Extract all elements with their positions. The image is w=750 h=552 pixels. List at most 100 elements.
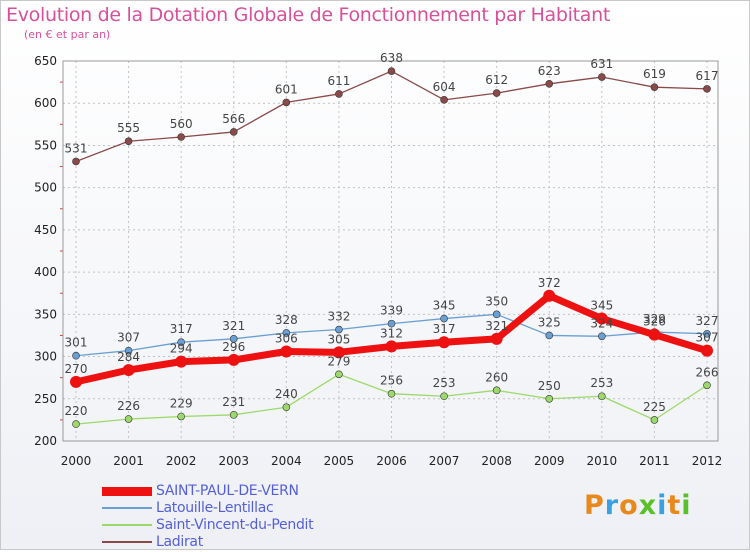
data-point [124,137,133,146]
y-tick-label: 350 [34,307,57,321]
data-point [703,381,711,390]
data-label: 312 [380,326,403,340]
x-tick-label: 2000 [61,454,92,468]
y-tick-label: 400 [34,265,57,279]
x-tick-label: 2004 [271,454,302,468]
data-point [438,336,451,349]
data-point [385,340,398,353]
data-point [595,312,608,325]
data-point [648,328,661,341]
logo-letter: i [657,490,668,521]
y-tick-label: 550 [34,138,57,152]
data-point [545,80,554,88]
data-label: 226 [117,399,140,413]
y-tick-label: 450 [34,223,57,237]
data-point [72,351,80,360]
y-tick-label: 500 [34,181,57,195]
data-label: 321 [222,319,245,333]
data-label: 305 [327,332,350,346]
data-point [282,403,291,412]
data-point [70,375,82,388]
data-point [387,389,396,398]
data-label: 638 [380,51,403,65]
data-label: 350 [485,294,508,308]
data-label: 266 [696,365,719,379]
y-tick-label: 600 [34,96,57,110]
data-label: 329 [643,312,666,326]
data-point [177,412,185,421]
logo-letter: o [619,490,639,521]
data-point [440,392,448,401]
legend-label: Saint-Vincent-du-Pendit [156,517,314,533]
data-label: 317 [170,322,193,336]
data-label: 531 [65,141,88,155]
data-label: 253 [590,376,613,390]
y-tick-label: 300 [34,350,57,364]
data-label: 555 [117,121,140,135]
data-label: 306 [275,331,298,345]
logo-letter: i [681,490,692,521]
data-label: 566 [222,112,245,126]
legend-swatch-saint-vincent-du-pendit [102,524,152,526]
data-point [229,411,238,419]
data-label: 619 [643,67,666,81]
logo-letter: t [667,490,682,521]
data-label: 279 [327,354,350,368]
data-label: 253 [433,376,456,390]
data-point [598,73,606,81]
data-label: 560 [170,117,193,131]
data-point [492,386,501,395]
data-label: 301 [65,336,88,350]
data-label: 327 [696,314,719,328]
x-tick-label: 2007 [429,454,460,468]
data-point [701,344,713,357]
x-tick-label: 2002 [166,454,197,468]
data-label: 250 [538,379,561,393]
data-label: 294 [170,342,193,356]
data-point [598,392,606,401]
data-point [124,346,133,355]
data-point [440,314,448,323]
data-label: 307 [696,331,719,345]
data-label: 284 [117,350,140,364]
data-label: 324 [590,316,613,330]
logo-letter: x [638,490,658,521]
data-label: 345 [590,299,613,313]
data-label: 623 [538,64,561,78]
data-point [492,310,501,319]
x-tick-label: 2011 [639,454,670,468]
x-tick-label: 2003 [218,454,249,468]
data-label: 256 [380,374,403,388]
data-point [280,345,293,358]
logo-letter: P [584,490,605,521]
data-point [332,346,345,359]
data-label: 601 [275,82,298,96]
chart-subtitle: (en € et par an) [24,28,111,41]
data-point [177,338,185,347]
data-point [545,331,554,340]
data-point [490,332,503,345]
data-point [282,98,291,107]
legend-swatch-ladirat [102,541,152,543]
data-point [229,335,238,343]
proxiti-logo: Proxiti [584,490,692,521]
data-label: 325 [538,315,561,329]
x-tick-label: 2012 [692,454,723,468]
plot-area [62,60,719,442]
x-tick-label: 2010 [587,454,618,468]
data-label: 611 [327,74,350,88]
x-tick-label: 2001 [113,454,144,468]
data-point [335,90,343,98]
data-label: 345 [433,299,456,313]
data-point [282,329,291,337]
data-label: 240 [275,387,298,401]
legend-label: Latouille-Lentillac [156,500,274,516]
data-point [335,325,343,334]
data-point [229,128,238,136]
chart-title: Evolution de la Dotation Globale de Fonc… [6,4,611,26]
data-point [124,415,133,423]
data-point [545,394,554,403]
x-tick-label: 2008 [481,454,512,468]
